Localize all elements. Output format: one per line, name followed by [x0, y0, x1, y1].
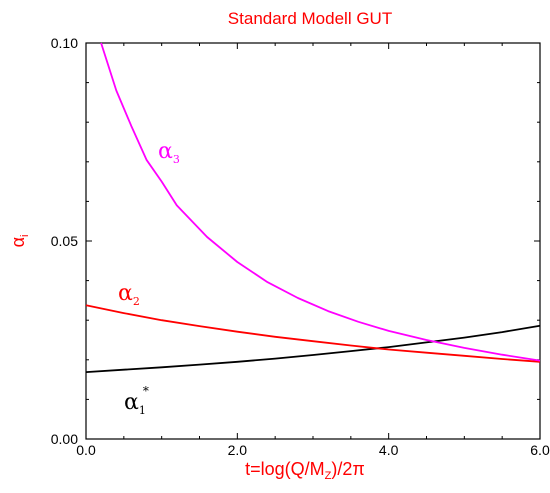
plot-frame — [85, 42, 541, 440]
x-axis-label: t=log(Q/MZ)/2π — [245, 459, 365, 482]
series-lines — [85, 42, 541, 373]
x-tick-label: 2.0 — [228, 442, 248, 458]
chart-title: Standard Modell GUT — [228, 9, 392, 28]
series-label-alpha2: α2 — [118, 281, 140, 308]
axis-ticks: 0.0 2.0 4.0 6.0 0.00 0.05 0.10 — [51, 35, 550, 458]
x-tick-label: 6.0 — [530, 442, 550, 458]
x-tick-label: 4.0 — [379, 442, 399, 458]
series-label-alpha3: α3 — [158, 139, 180, 166]
y-tick-label: 0.00 — [51, 431, 78, 447]
y-axis-label: αi — [8, 235, 31, 248]
series-line-3 — [100, 42, 541, 362]
y-tick-label: 0.05 — [51, 233, 78, 249]
x-tick-label: 0.0 — [76, 442, 96, 458]
y-tick-label: 0.10 — [51, 35, 78, 51]
series-line-2 — [85, 304, 541, 363]
series-line-1 — [85, 324, 541, 373]
series-label-alpha1: α1* — [124, 384, 149, 417]
